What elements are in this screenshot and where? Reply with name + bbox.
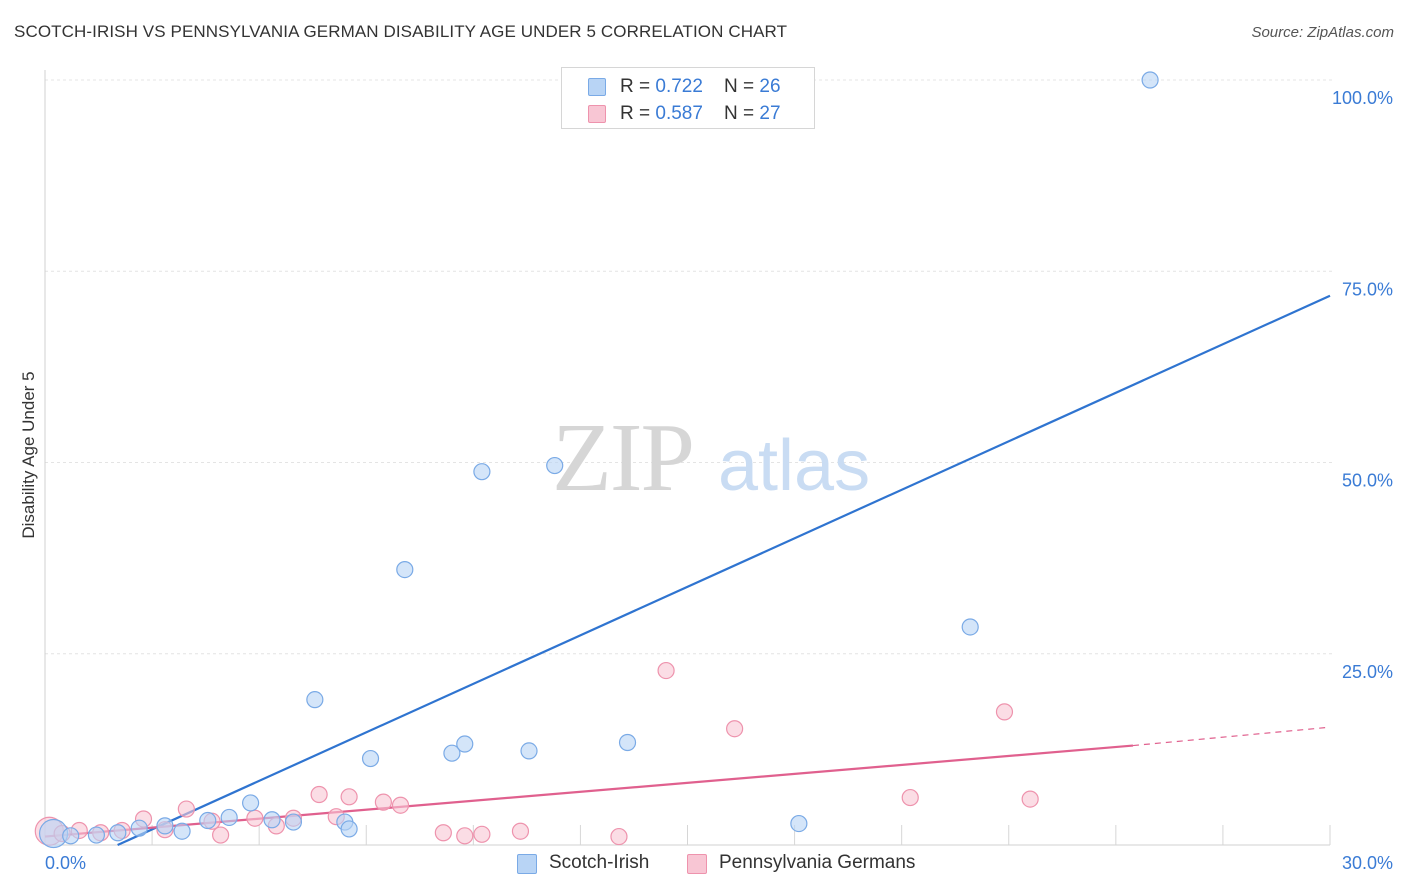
- y-tick-label: 75.0%: [1342, 279, 1393, 299]
- pennsylvania-germans-point: [473, 825, 491, 843]
- pennsylvania-germans-point: [1021, 790, 1039, 808]
- legend-r-label: R =: [620, 76, 656, 97]
- scotch-irish-trend-line: [117, 294, 1331, 847]
- scotch-irish-point: [790, 814, 808, 833]
- legend-n-value: 26: [759, 76, 781, 97]
- pennsylvania-germans-point: [901, 788, 919, 807]
- scotch-irish-point: [546, 456, 564, 475]
- pennsylvania-germans-point: [995, 703, 1014, 721]
- scotch-irish-point: [473, 463, 491, 481]
- legend-r-value: 0.722: [655, 76, 703, 97]
- scotch-irish-point: [456, 735, 474, 753]
- source-label: Source: ZipAtlas.com: [1251, 24, 1394, 41]
- x-tick-label: 30.0%: [1342, 853, 1393, 873]
- watermark-zip: ZIP: [552, 404, 693, 512]
- scotch-irish-point: [396, 560, 414, 579]
- pennsylvania-germans-trend-extension: [1132, 726, 1331, 747]
- scotch-irish-point: [618, 733, 637, 752]
- scotch-irish-point: [340, 820, 358, 838]
- data-points: [34, 71, 1159, 849]
- pennsylvania-germans-point: [246, 809, 264, 827]
- gridlines: [45, 79, 1335, 655]
- y-tick-label: 50.0%: [1342, 471, 1393, 491]
- x-tick-label: 0.0%: [45, 853, 86, 873]
- y-axis-label: Disability Age Under 5: [19, 371, 38, 538]
- scotch-irish-point: [156, 817, 174, 835]
- y-tick-label: 100.0%: [1332, 88, 1393, 108]
- bottom-legend-label: Pennsylvania Germans: [719, 852, 916, 873]
- legend-n-label: N =: [724, 103, 760, 124]
- legend-n-value: 27: [759, 103, 781, 124]
- legend-n-label: N =: [724, 76, 760, 97]
- pennsylvania-germans-point: [657, 661, 675, 680]
- scotch-irish-point: [306, 691, 324, 709]
- pennsylvania-germans-point: [177, 800, 195, 818]
- y-tick-label: 25.0%: [1342, 662, 1393, 682]
- scotch-irish-point: [1141, 71, 1159, 89]
- scotch-irish-point: [220, 808, 238, 827]
- bottom-legend-swatch-blue: [517, 854, 537, 874]
- chart-title: SCOTCH-IRISH VS PENNSYLVANIA GERMAN DISA…: [14, 22, 788, 41]
- legend-r-value: 0.587: [655, 103, 703, 124]
- pennsylvania-germans-point: [610, 827, 628, 846]
- legend-r-label: R =: [620, 103, 656, 124]
- pennsylvania-germans-point: [456, 827, 474, 845]
- scotch-irish-point: [361, 749, 380, 768]
- pennsylvania-germans-point: [212, 826, 230, 844]
- scotch-irish-point: [109, 824, 127, 842]
- pennsylvania-germans-point: [726, 720, 744, 738]
- bottom-legend-swatch-pink: [687, 854, 707, 874]
- scotch-irish-point: [284, 813, 303, 831]
- pennsylvania-germans-point: [374, 793, 392, 811]
- tick-labels: 25.0% 50.0% 75.0% 100.0% 0.0% 30.0%: [45, 88, 1393, 873]
- correlation-legend: R = 0.722 N = 26 R = 0.587 N = 27: [561, 67, 815, 129]
- scotch-irish-point: [87, 826, 106, 844]
- scotch-irish-point: [173, 822, 191, 840]
- scotch-irish-point: [263, 811, 281, 829]
- pennsylvania-germans-point: [340, 788, 358, 806]
- scotch-irish-point: [62, 827, 80, 845]
- bottom-legend-label: Scotch-Irish: [549, 852, 650, 873]
- scotch-irish-point: [199, 811, 217, 830]
- watermark: ZIP atlas: [552, 404, 870, 512]
- scotch-irish-point: [961, 618, 979, 636]
- scotch-irish-point: [520, 742, 538, 760]
- scotch-irish-point: [130, 819, 148, 837]
- legend-swatch-pink: [588, 105, 606, 123]
- legend-swatch-blue: [588, 78, 606, 96]
- pennsylvania-germans-point: [310, 785, 328, 804]
- trend-lines: [44, 294, 1331, 847]
- pennsylvania-germans-point: [434, 824, 452, 842]
- scotch-irish-point: [443, 744, 461, 762]
- pennsylvania-germans-point: [511, 822, 530, 840]
- scotch-irish-point: [242, 794, 260, 812]
- watermark-atlas: atlas: [718, 426, 870, 506]
- pennsylvania-germans-point: [391, 796, 410, 814]
